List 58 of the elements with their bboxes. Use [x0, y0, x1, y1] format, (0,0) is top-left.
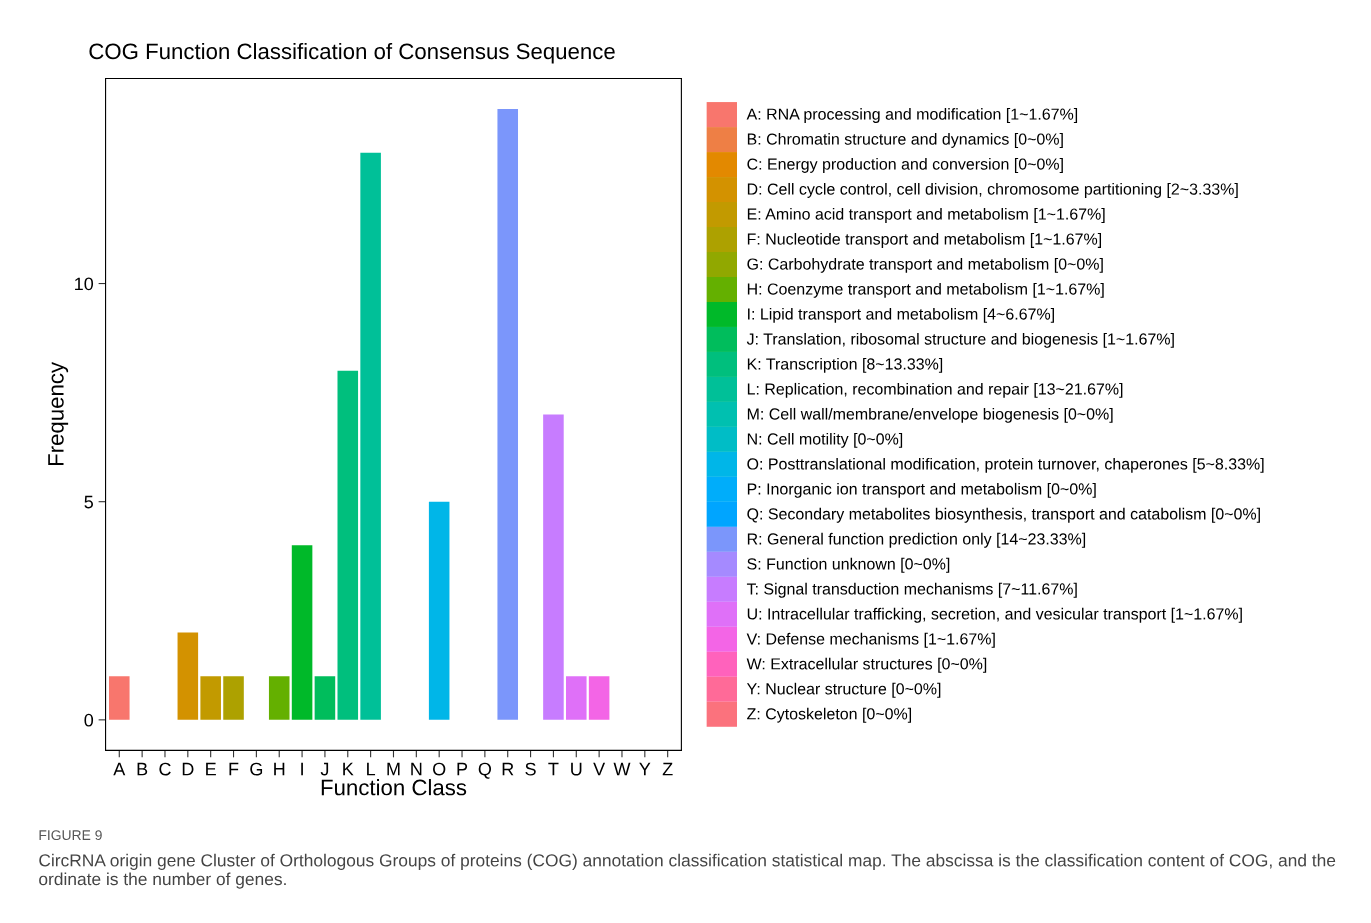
- x-tick-label: M: [387, 762, 400, 776]
- legend-label: J: Translation, ribosomal structure and biogenesis [1~1.67%]: [746, 332, 1174, 348]
- x-tick-label: T: [548, 762, 559, 776]
- legend-label: Q: Secondary metabolites biosynthesis, transport and catabolism [0~0%]: [747, 507, 1260, 523]
- legend-label: B: Chromatin structure and dynamics [0~0%]: [747, 133, 1063, 148]
- legend-label: L: Replication, recombination and repair [13~21.67%]: [747, 382, 1123, 398]
- legend-label: S: Function unknown [0~0%]: [747, 557, 950, 573]
- legend-label: I: Lipid transport and metabolism [4~6.67%]: [748, 307, 1054, 323]
- x-tick-label: G: [250, 762, 263, 776]
- x-tick-label: W: [613, 762, 631, 776]
- y-tick-label: 0: [84, 713, 94, 727]
- legend-label: R: General function prediction only [14~23.33%]: [747, 532, 1086, 548]
- x-tick-label: N: [411, 762, 422, 776]
- x-axis-title: Function Class: [321, 779, 467, 796]
- legend-label: K: Transcription [8~13.33%]: [747, 357, 943, 373]
- legend-label: H: Coenzyme transport and metabolism [1~1.67%]: [747, 282, 1104, 298]
- legend-label: W: Extracellular structures [0~0%]: [746, 657, 987, 673]
- x-tick-label: E: [206, 762, 216, 776]
- legend-label: Z: Cytoskeleton [0~0%]: [747, 707, 912, 723]
- x-tick-label: C: [159, 762, 171, 776]
- x-tick-label: F: [229, 762, 239, 776]
- x-tick-label: Y: [639, 762, 651, 776]
- x-tick-label: B: [137, 762, 148, 776]
- y-tick-label: 5: [84, 495, 94, 509]
- legend-label: F: Nucleotide transport and metabolism [1~1.67%]: [747, 232, 1102, 248]
- legend-label: G: Carbohydrate transport and metabolism [0~0%]: [747, 257, 1103, 273]
- text: CircRNA origin gene Cluster of Orthologous Groups of proteins (COG) annotation classification statistical map. The abscissa is the classification content of COG, and the ordinate is the number of genes.: [39, 853, 1336, 889]
- legend-label: P: Inorganic ion transport and metabolism [0~0%]: [747, 482, 1096, 498]
- x-tick-label: P: [457, 762, 468, 776]
- legend-label: M: Cell wall/membrane/envelope biogenesis [0~0%]: [747, 407, 1113, 423]
- legend-label: N: Cell motility [0~0%]: [747, 432, 903, 448]
- chart-title: COG Function Classification of Consensus Sequence: [89, 42, 615, 64]
- x-tick-label: O: [433, 762, 446, 776]
- x-tick-label: R: [502, 762, 514, 776]
- x-tick-label: S: [525, 762, 536, 776]
- legend-label: D: Cell cycle control, cell division, chromosome partitioning [2~3.33%]: [747, 183, 1238, 198]
- caption: FIGURE 9: [39, 830, 102, 841]
- legend-label: E: Amino acid transport and metabolism [1~1.67%]: [747, 208, 1105, 223]
- x-tick-label: H: [274, 762, 285, 776]
- legend-label: T: Signal transduction mechanisms [7~11.67%]: [746, 582, 1077, 598]
- x-tick-label: I: [301, 762, 303, 776]
- x-tick-label: Q: [478, 762, 492, 779]
- legend-label: A: RNA processing and modification [1~1.67%]: [746, 108, 1078, 123]
- legend-label: V: Defense mechanisms [1~1.67%]: [746, 632, 995, 648]
- x-tick-label: K: [343, 762, 354, 776]
- x-tick-label: A: [113, 762, 126, 776]
- legend-label: Y: Nuclear structure [0~0%]: [746, 682, 941, 698]
- legend-label: C: Energy production and conversion [0~0%]: [747, 158, 1063, 173]
- x-tick-label: V: [593, 762, 606, 776]
- y-axis-title: Frequency: [48, 361, 69, 466]
- x-tick-label: Z: [662, 762, 673, 776]
- legend-label: O: Posttranslational modification, protein turnover, chaperones [5~8.33%]: [747, 457, 1264, 473]
- x-tick-label: J: [320, 762, 329, 776]
- x-tick-label: U: [571, 762, 582, 776]
- legend-label: U: Intracellular trafficking, secretion, and vesicular transport [1~1.67%]: [747, 607, 1242, 623]
- x-tick-label: L: [367, 762, 376, 776]
- y-tick-label: 10: [75, 277, 94, 291]
- x-tick-label: D: [182, 762, 194, 776]
